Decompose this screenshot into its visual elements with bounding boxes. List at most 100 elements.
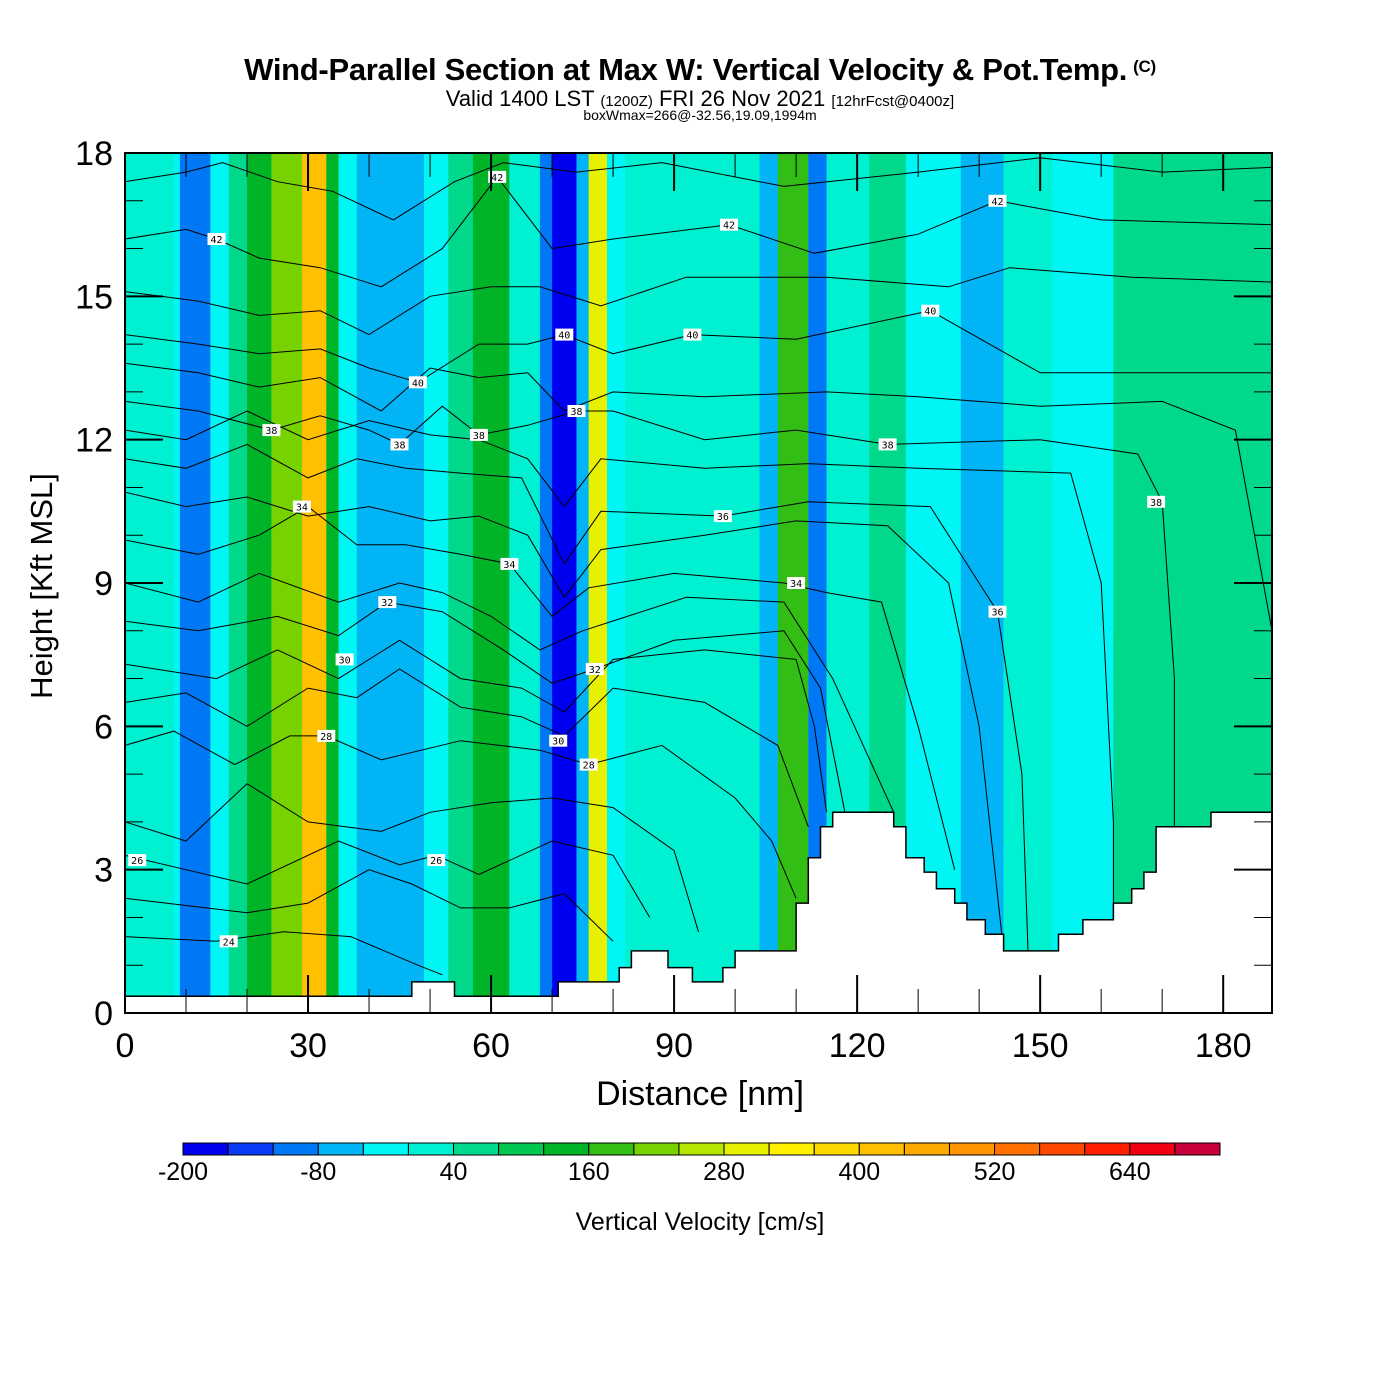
velocity-band — [179, 153, 211, 1013]
colorbar-tick-label: -200 — [158, 1158, 208, 1186]
contour-label-box — [720, 218, 738, 231]
theta-contour-line — [125, 362, 1272, 631]
colorbar-swatch — [633, 1142, 680, 1156]
contour-label-box — [713, 510, 732, 523]
colorbar-swatch — [994, 1142, 1041, 1156]
velocity-band — [1003, 153, 1053, 1013]
velocity-band — [1052, 153, 1114, 1013]
contour-label: 42 — [488, 170, 507, 184]
colorbar-tick-label: 520 — [974, 1158, 1016, 1186]
contour-label-text: 38 — [882, 440, 894, 451]
contour-label-text: 30 — [339, 655, 351, 666]
contour-label-text: 32 — [381, 598, 393, 609]
contour-label-box — [549, 734, 568, 747]
contour-label: 30 — [335, 653, 354, 666]
contour-label-box — [378, 596, 397, 609]
contour-label: 42 — [207, 233, 226, 246]
contour-label-text: 26 — [131, 856, 143, 867]
contour-label-box — [921, 304, 940, 317]
x-tick-label: 60 — [472, 1027, 510, 1065]
contour-label-text: 40 — [558, 331, 570, 342]
contour-label-text: 34 — [790, 579, 802, 590]
contour-label-text: 28 — [320, 732, 332, 743]
velocity-fill — [125, 153, 1272, 1013]
theta-contour-line — [125, 783, 699, 932]
theta-contour-line — [125, 176, 1272, 288]
y-tick-label: 15 — [75, 278, 113, 316]
contour-label-text: 40 — [686, 331, 698, 342]
contour-label-box — [262, 424, 281, 437]
contour-label-box — [579, 758, 598, 771]
theta-contour-line — [125, 639, 828, 813]
contour-label: 38 — [262, 424, 281, 437]
velocity-band — [539, 153, 553, 1013]
colorbar-label: Vertical Velocity [cm/s] — [575, 1208, 825, 1236]
colorbar-swatch — [1084, 1142, 1131, 1156]
contour-label: 30 — [549, 734, 568, 748]
x-axis-label: Distance [nm] — [596, 1075, 804, 1113]
velocity-band — [625, 153, 760, 1013]
contour-label: 26 — [427, 854, 446, 867]
contour-label-box — [1147, 495, 1166, 508]
theta-contour-line — [125, 443, 1029, 951]
colorbar-swatch — [317, 1142, 364, 1156]
y-tick-label: 3 — [94, 852, 113, 890]
velocity-band — [576, 153, 589, 1013]
theta-contour-labels: 42 42 42 42 40 40 40 40 38 38 38 38 38 38 36 36 34 34 34 32… — [128, 170, 1166, 948]
contour-label-text: 40 — [412, 378, 424, 389]
x-tick-label: 0 — [116, 1027, 135, 1065]
contour-label: 24 — [219, 935, 238, 948]
contour-label-text: 28 — [583, 761, 595, 772]
colorbar-tick-label: 40 — [440, 1158, 468, 1186]
contour-label-box — [390, 438, 409, 451]
contour-label: 32 — [585, 663, 604, 676]
boxwmax-info: boxWmax=266@-32.56,19.09,1994m — [583, 107, 817, 123]
theta-contour-line — [125, 505, 956, 870]
colorbar: -200 -80 40 160 280 400 520 640 — [158, 1142, 1221, 1186]
title-main: Wind-Parallel Section at Max W: Vertical… — [244, 52, 1128, 87]
velocity-band — [301, 153, 327, 1013]
contour-label-text: 36 — [717, 512, 729, 523]
contour-label: 40 — [921, 304, 940, 318]
contour-label: 42 — [988, 194, 1007, 208]
contour-label-text: 38 — [1150, 498, 1162, 509]
valid-date: FRI 26 Nov 2021 — [658, 86, 826, 111]
x-tick-label: 90 — [655, 1027, 693, 1065]
contour-label-text: 42 — [991, 197, 1003, 208]
colorbar-tick-label: 400 — [838, 1158, 880, 1186]
colorbar-swatch — [588, 1142, 635, 1156]
y-tick-label: 9 — [94, 565, 113, 603]
colorbar-swatch — [453, 1142, 500, 1156]
contour-label-text: 42 — [491, 173, 503, 184]
colorbar-swatch — [813, 1142, 860, 1156]
theta-contour-line — [125, 157, 1272, 221]
contour-label: 38 — [1147, 495, 1166, 509]
chart-title: Wind-Parallel Section at Max W: Vertical… — [0, 52, 1400, 88]
theta-contour-line — [125, 572, 895, 813]
velocity-band — [960, 153, 1004, 1013]
contour-label-box — [207, 233, 226, 245]
contour-label: 34 — [292, 500, 311, 514]
contour-label-text: 34 — [503, 560, 515, 571]
contour-label-box — [683, 328, 702, 341]
contour-label-text: 42 — [210, 235, 222, 246]
colorbar-tick-label: 280 — [703, 1158, 745, 1186]
contour-label-box — [500, 557, 519, 570]
colorbar-swatch — [723, 1142, 770, 1156]
theta-contour-line — [125, 668, 809, 827]
colorbar-swatch — [858, 1142, 905, 1156]
velocity-band — [423, 153, 449, 1013]
contour-label-text: 32 — [589, 665, 601, 676]
velocity-band — [472, 153, 510, 1013]
contour-label-box — [878, 438, 897, 451]
contour-label-box — [988, 194, 1007, 207]
contour-label: 34 — [787, 577, 806, 590]
theta-contour-line — [125, 869, 614, 942]
x-tick-label: 120 — [829, 1027, 886, 1065]
contour-label: 32 — [378, 596, 397, 609]
velocity-band — [326, 153, 339, 1013]
contour-label-box — [408, 376, 427, 389]
colorbar-swatch — [768, 1142, 815, 1156]
contour-label-text: 40 — [924, 307, 936, 318]
